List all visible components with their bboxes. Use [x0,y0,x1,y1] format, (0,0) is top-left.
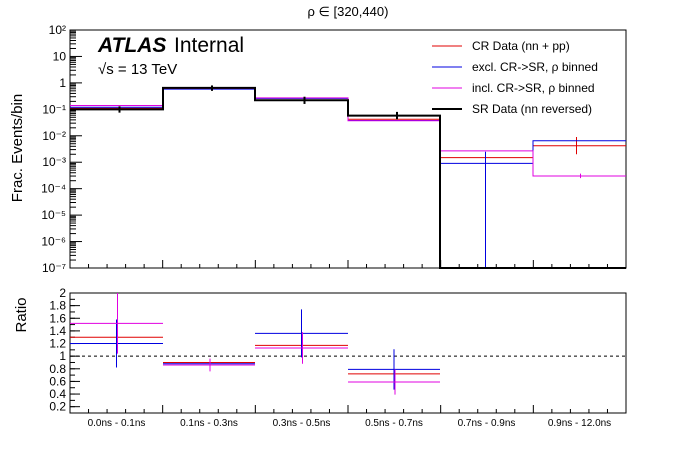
atlas-label: ATLAS [97,34,166,57]
main-y-tick-label: 10 [53,49,67,63]
series-bin-mark [348,115,440,117]
series-bin-mark [70,108,163,110]
main-y-tick-label: 10⁻⁶ [41,235,66,249]
legend-label: excl. CR->SR, ρ binned [472,60,598,74]
ratio-y-tick-label: 0.4 [49,387,66,401]
series-step-line [70,86,626,269]
series-bin-mark [163,87,255,89]
main-y-tick-label: 10⁻¹ [42,102,66,116]
series-bin-mark [70,104,163,106]
series-bin-mark [533,145,626,147]
main-y-axis-title: Frac. Events/bin [9,94,26,202]
x-category-labels: 0.0ns - 0.1ns 0.1ns - 0.3ns 0.3ns - 0.5ns 0… [88,418,612,429]
series-bin-mark [440,162,533,164]
legend-label: CR Data (nn + pp) [472,39,570,53]
ratio-y-tick-label: 0.8 [49,362,66,376]
main-y-tick-label: 10⁻⁵ [41,208,66,222]
series-bin-mark [348,120,440,122]
x-category-label: 0.9ns - 12.0ns [548,418,611,429]
series-bin-mark [440,157,533,159]
main-y-tick-label: 10⁻⁷ [42,261,66,275]
series-bin-mark [533,175,626,177]
ratio-y-tick-label: 1 [59,349,66,363]
main-series-group [70,85,626,269]
series-bin-mark [440,267,533,269]
x-category-label: 0.0ns - 0.1ns [88,418,146,429]
ratio-plot-frame [69,292,627,414]
main-y-tick-label: 10⁻² [42,129,66,143]
legend-label: incl. CR->SR, ρ binned [472,81,595,95]
ratio-series-group [70,293,440,395]
x-category-label: 0.5ns - 0.7ns [365,418,423,429]
legend: CR Data (nn + pp) excl. CR->SR, ρ binned i… [432,39,598,116]
energy-label: √s = 13 TeV [98,61,177,78]
ratio-y-tick-label: 1.2 [49,337,66,351]
ratio-y-axis-title: Ratio [13,297,30,332]
main-y-tick-label: 10⁻³ [42,155,66,169]
series-bin-mark [533,267,626,269]
main-y-tick-label: 10⁻⁴ [41,182,66,196]
ratio-y-tick-label: 0.2 [49,400,66,414]
series-bin-mark [255,99,348,101]
ratio-y-tick-label: 1.8 [49,299,66,313]
main-y-tick-label: 1 [59,76,66,90]
chart-title: ρ ∈ [320,440) [308,4,389,19]
main-y-tick-label: 10² [49,23,66,37]
ratio-y-tick-label: 1.4 [49,324,66,338]
series-bin-mark [533,140,626,142]
ratio-y-tick-label: 2 [59,286,66,300]
x-category-label: 0.7ns - 0.9ns [458,418,516,429]
x-category-label: 0.1ns - 0.3ns [180,418,238,429]
ratio-y-tick-label: 1.6 [49,311,66,325]
series-bin-mark [255,97,348,99]
atlas-status: Internal [174,34,244,57]
series-bin-mark [440,150,533,152]
x-category-label: 0.3ns - 0.5ns [273,418,331,429]
ratio-y-tick-label: 0.6 [49,374,66,388]
series-bin-mark [70,106,163,108]
legend-label: SR Data (nn reversed) [472,102,592,116]
ratio-y-axis: 0.20.40.60.811.21.41.61.82 [49,286,627,414]
